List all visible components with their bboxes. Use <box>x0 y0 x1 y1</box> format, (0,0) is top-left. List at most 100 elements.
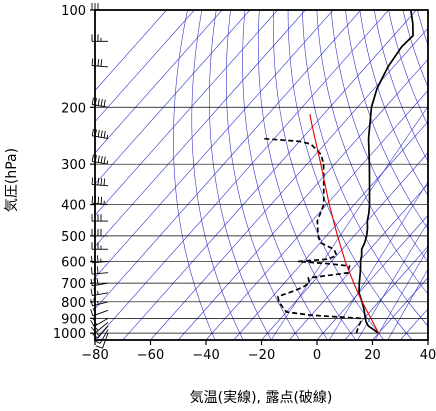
isotherm-line <box>427 339 428 340</box>
wind-barb-feather <box>100 59 103 67</box>
y-tick-label: 400 <box>61 199 86 214</box>
wind-barb-feather <box>91 58 94 66</box>
x-tick-label: −60 <box>137 348 164 363</box>
sounding-series-group <box>263 10 414 334</box>
wind-barb-feather <box>97 129 100 137</box>
mixing-ratio-line <box>387 268 428 340</box>
dewpoint-line <box>263 137 363 334</box>
isotherm-line <box>316 214 428 340</box>
isotherm-line <box>150 27 428 340</box>
isotherm-line <box>95 10 306 247</box>
isotherm-line <box>95 10 251 185</box>
x-axis-title: 気温(実線), 露点(破線) <box>190 390 333 406</box>
x-tick-label: −40 <box>192 348 219 363</box>
y-axis-title: 気圧(hPa) <box>4 148 20 212</box>
dry-adiabat-line <box>402 10 428 88</box>
wind-barb-half-feather <box>97 290 99 295</box>
guide-lines-group <box>95 10 436 340</box>
isotherm-line <box>289 183 428 340</box>
wind-barb-feather <box>100 99 103 107</box>
y-tick-label: 700 <box>61 277 86 292</box>
wind-barb <box>91 266 109 275</box>
isotherm-line <box>95 10 223 154</box>
dry-adiabat-line <box>287 10 413 340</box>
wind-barb-feather <box>91 177 94 185</box>
dry-adiabat-line <box>225 10 300 340</box>
wind-barbs-group <box>90 3 109 349</box>
y-tick-label: 500 <box>61 230 86 245</box>
wind-barb-feather <box>90 299 93 307</box>
wind-barb-feather <box>91 154 94 162</box>
isotherm-line <box>122 10 417 340</box>
dry-adiabat-line <box>173 10 216 340</box>
wind-barb-feather <box>90 278 93 286</box>
x-tick-label: 20 <box>364 348 381 363</box>
isotherm-line <box>205 90 428 340</box>
isotherm-line <box>178 58 428 340</box>
temperature-line <box>358 10 414 334</box>
wind-barb <box>90 277 109 287</box>
x-tick-label: −80 <box>81 348 108 363</box>
wind-barb-feather <box>90 309 94 316</box>
x-tick-label: 0 <box>313 348 321 363</box>
wind-barb-feather <box>97 155 100 163</box>
dry-adiabat-line <box>432 10 436 340</box>
mixing-ratio-line <box>357 221 428 340</box>
dry-adiabat-line <box>330 10 428 263</box>
wind-barb-feather <box>95 345 103 349</box>
isotherm-line <box>95 10 278 216</box>
dry-adiabat-line <box>359 10 428 197</box>
wind-barb-feather <box>96 266 99 274</box>
x-tick-label: 40 <box>420 348 436 363</box>
wind-barb-feather <box>90 288 93 296</box>
wind-barb-feather <box>100 196 103 204</box>
wind-barb-feather <box>91 97 94 105</box>
wind-barb-feather <box>91 196 94 204</box>
mixing-ratio-line <box>374 248 428 340</box>
wind-barb-feather <box>100 130 103 138</box>
parcel-line <box>309 114 380 334</box>
wind-barb-feather <box>103 99 106 107</box>
wind-barb-feather <box>97 196 100 204</box>
dry-adiabat-line <box>417 10 428 47</box>
dry-adiabat-line <box>191 10 244 340</box>
wind-barb-feather <box>97 98 100 106</box>
dry-adiabat-line <box>388 10 428 127</box>
y-tick-label: 200 <box>61 101 86 116</box>
dry-adiabat-line <box>242 10 328 340</box>
wind-barb-half-feather <box>96 333 100 337</box>
x-tick-label: −20 <box>248 348 275 363</box>
wind-barb <box>90 288 109 296</box>
wind-barb-feather <box>97 177 100 185</box>
y-tick-label: 1000 <box>53 327 86 342</box>
y-tick-label: 600 <box>61 255 86 270</box>
wind-barb-half-feather <box>106 134 109 139</box>
wind-barb-half-feather <box>97 300 99 305</box>
wind-barb-feather <box>100 155 103 164</box>
mixing-ratio-line <box>329 181 428 340</box>
isotherm-line <box>95 10 334 279</box>
wind-barb-half-feather <box>106 160 109 165</box>
y-tick-label: 300 <box>61 158 86 173</box>
x-axis-ticks-group: −80 −60 −40 −20 0 20 40 <box>81 340 436 363</box>
wind-barb-staff <box>93 317 109 327</box>
y-tick-label: 800 <box>61 296 86 311</box>
wind-barb <box>91 3 108 11</box>
y-tick-label: 100 <box>61 4 86 19</box>
dry-adiabat-line <box>345 10 428 230</box>
isotherm-line <box>95 10 167 91</box>
wind-barb <box>90 308 109 317</box>
wind-barb-staff <box>95 321 109 333</box>
dry-adiabat-line <box>302 10 428 327</box>
y-tick-label: 900 <box>61 312 86 327</box>
wind-barb-half-feather <box>95 327 99 331</box>
wind-barb-feather <box>96 277 99 285</box>
isotherm-line <box>400 308 428 340</box>
isotherm-line <box>261 152 428 340</box>
wind-barb <box>90 321 109 333</box>
wind-barb-feather <box>103 130 106 138</box>
wind-barb-feather <box>91 128 94 136</box>
wind-barb-feather <box>103 178 106 186</box>
